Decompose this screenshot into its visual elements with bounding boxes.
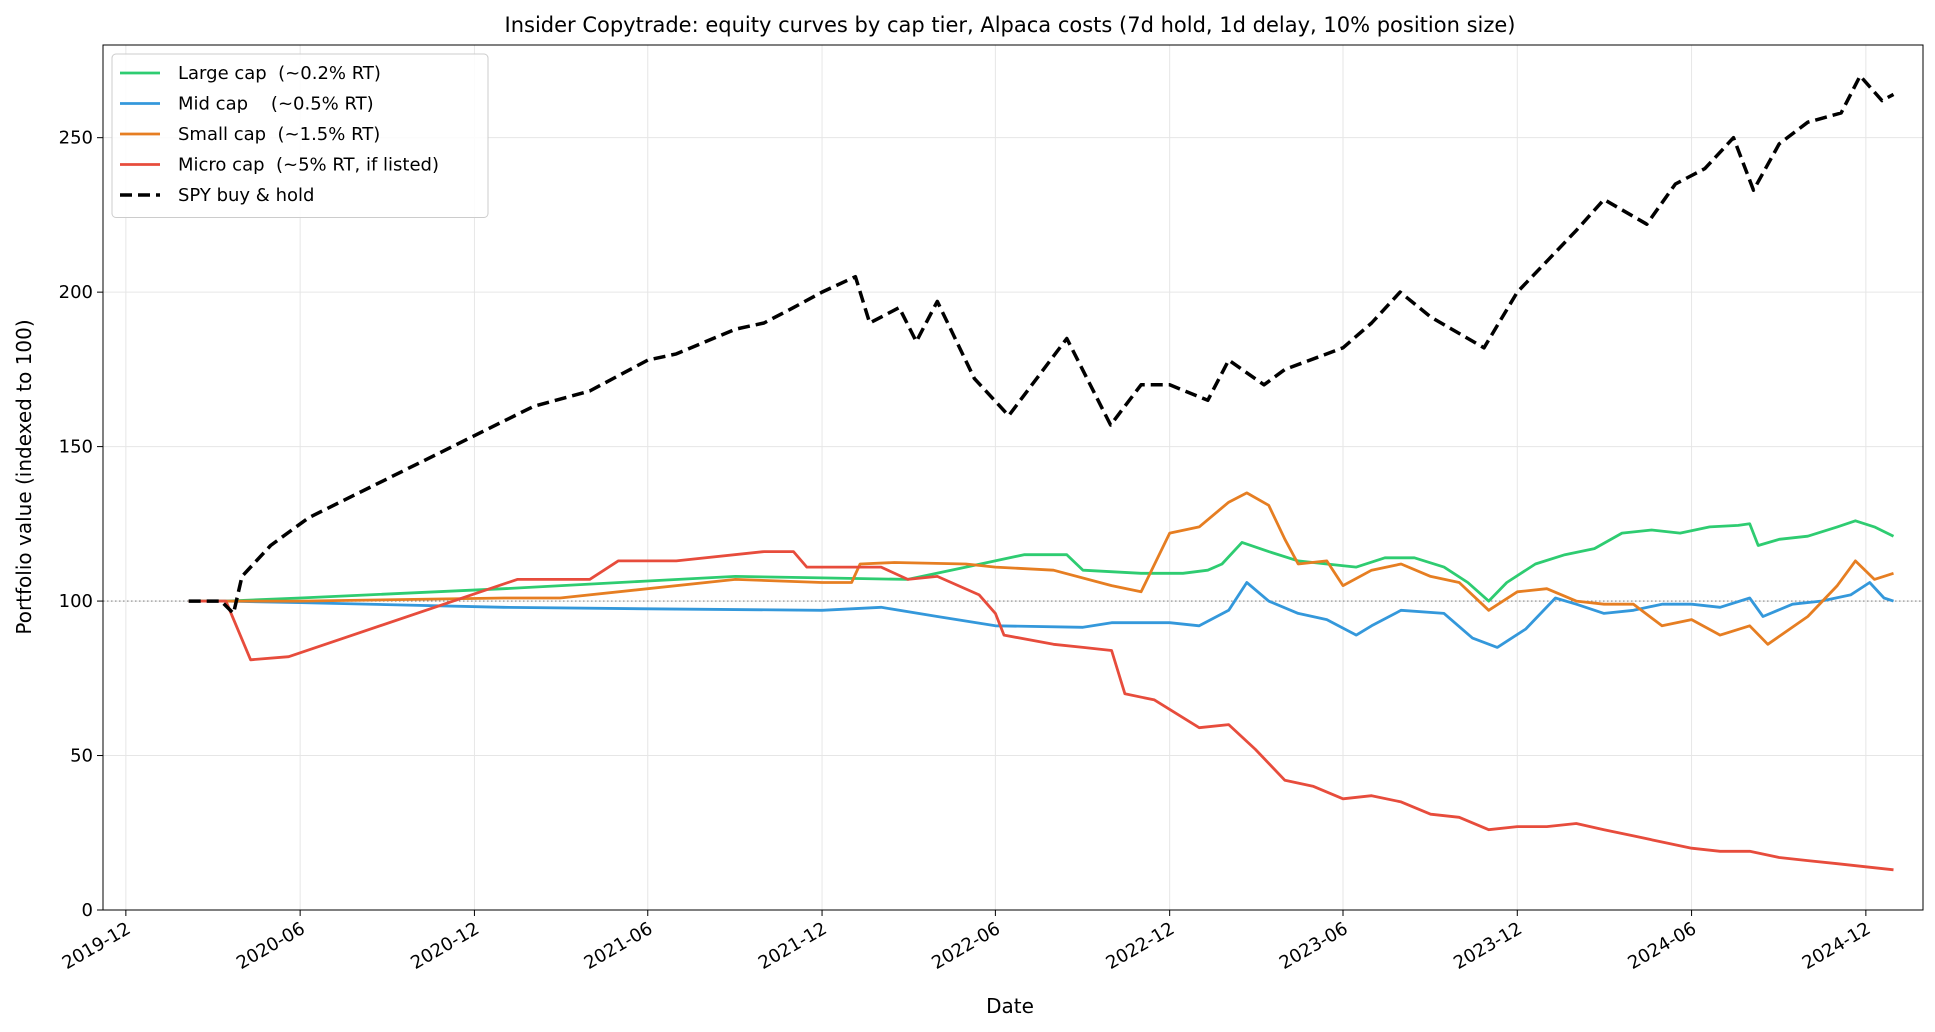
series-line-4 <box>188 74 1895 616</box>
legend-box <box>111 53 489 218</box>
series-line-1 <box>188 581 1894 649</box>
y-tick-label: 50 <box>70 746 93 767</box>
legend-label: SPY buy & hold <box>178 185 314 206</box>
y-tick-label: 100 <box>59 591 93 612</box>
legend-label: Large cap (~0.2% RT) <box>178 63 381 84</box>
y-tick-label: 150 <box>59 437 93 458</box>
y-axis-title: Portfolio value (indexed to 100) <box>12 319 36 634</box>
y-axis: 0 50 100 150 200 250 <box>59 128 103 921</box>
plot-frame <box>102 44 1924 911</box>
chart-title: Insider Copytrade: equity curves by cap … <box>505 13 1516 37</box>
series-line-3 <box>188 550 1894 872</box>
legend-label: Small cap (~1.5% RT) <box>178 124 380 145</box>
series-line-2 <box>188 491 1894 646</box>
y-tick-label: 0 <box>82 900 93 921</box>
y-tick-label: 200 <box>59 282 93 303</box>
x-axis-title: Date <box>986 994 1034 1018</box>
legend-label: Mid cap (~0.5% RT) <box>178 94 374 115</box>
series-layer <box>188 74 1895 872</box>
y-tick-label: 250 <box>59 128 93 149</box>
legend: Large cap (~0.2% RT) Mid cap (~0.5% RT) Sm… <box>111 53 489 218</box>
legend-label: Micro cap (~5% RT, if listed) <box>178 155 439 176</box>
